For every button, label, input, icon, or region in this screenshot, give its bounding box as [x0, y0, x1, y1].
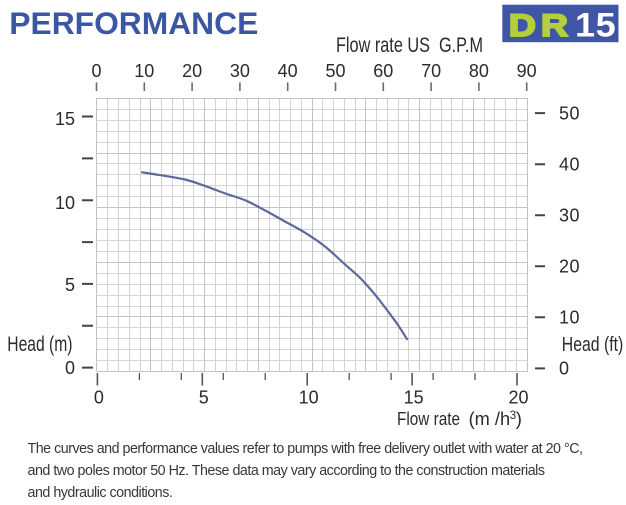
svg-text:20: 20	[559, 257, 580, 277]
svg-text:0: 0	[559, 359, 570, 379]
svg-text:0: 0	[94, 388, 104, 408]
svg-text:Flow rate US G.P.M: Flow rate US G.P.M	[336, 34, 483, 57]
svg-text:5: 5	[199, 388, 209, 408]
svg-text:PERFORMANCE: PERFORMANCE	[9, 5, 258, 41]
svg-text:50: 50	[325, 61, 345, 81]
svg-text:40: 40	[278, 61, 298, 81]
svg-text:Head (m): Head (m)	[7, 333, 72, 356]
svg-text:10: 10	[299, 388, 319, 408]
svg-text:10: 10	[55, 193, 75, 213]
svg-text:50: 50	[559, 103, 580, 123]
svg-text:70: 70	[421, 61, 441, 81]
svg-text:15: 15	[575, 6, 616, 44]
svg-text:): )	[516, 408, 522, 429]
svg-text:DR: DR	[509, 9, 573, 44]
svg-text:and hydraulic conditions.: and hydraulic conditions.	[28, 485, 173, 500]
svg-text:10: 10	[559, 308, 580, 328]
svg-text:and two poles motor 50 Hz. The: and two poles motor 50 Hz. These data ma…	[28, 463, 545, 479]
svg-text:0: 0	[65, 358, 75, 378]
svg-text:(m /h: (m /h	[469, 408, 511, 429]
svg-text:20: 20	[508, 388, 528, 408]
svg-text:0: 0	[91, 61, 101, 81]
svg-text:90: 90	[517, 61, 537, 81]
svg-text:The curves and performance val: The curves and performance values refer …	[28, 441, 583, 457]
svg-text:5: 5	[65, 275, 75, 295]
svg-text:40: 40	[559, 155, 580, 175]
svg-text:Flow rate: Flow rate	[397, 408, 460, 429]
svg-text:3: 3	[510, 410, 516, 422]
svg-text:30: 30	[559, 206, 580, 226]
svg-text:80: 80	[469, 61, 489, 81]
svg-text:30: 30	[230, 61, 250, 81]
svg-text:10: 10	[134, 61, 154, 81]
svg-text:20: 20	[182, 61, 202, 81]
svg-text:Head (ft): Head (ft)	[562, 333, 624, 356]
svg-text:15: 15	[55, 109, 75, 129]
svg-text:60: 60	[373, 61, 393, 81]
svg-text:15: 15	[404, 388, 424, 408]
